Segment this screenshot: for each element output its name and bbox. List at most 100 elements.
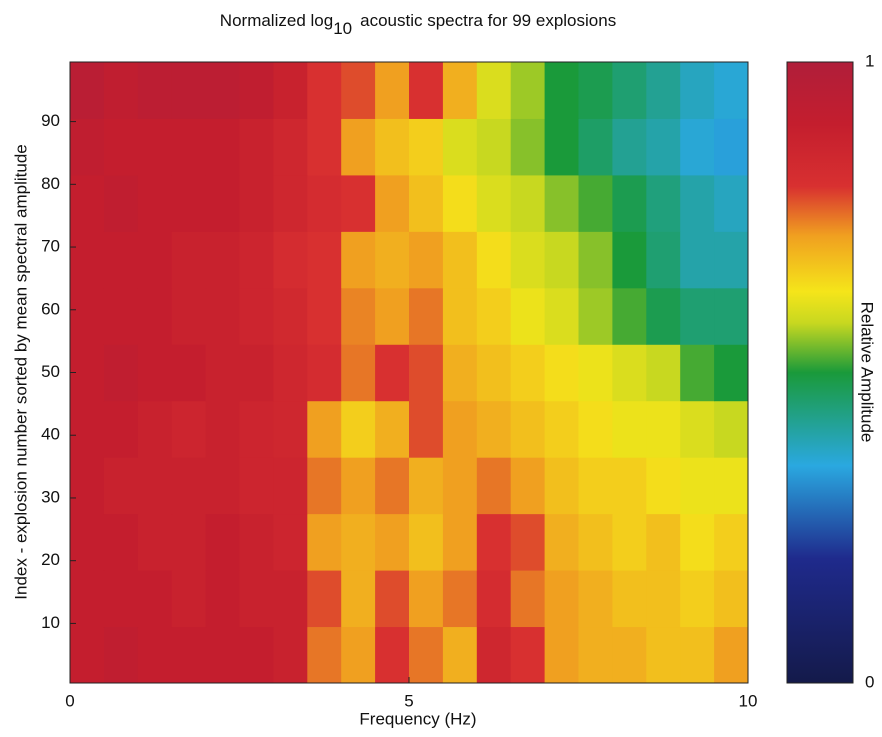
heatmap-cell <box>409 174 444 232</box>
heatmap-cell <box>239 344 274 402</box>
heatmap-cell <box>714 344 749 402</box>
heatmap-cell <box>646 626 681 684</box>
heatmap-cell <box>409 344 444 402</box>
heatmap-cell <box>578 174 613 232</box>
heatmap-cell <box>375 570 410 628</box>
heatmap-cell <box>409 626 444 684</box>
heatmap-cell <box>307 62 342 119</box>
x-tick-label: 0 <box>65 691 74 710</box>
heatmap-cell <box>307 118 342 176</box>
heatmap-cell <box>578 231 613 289</box>
heatmap-cell <box>375 400 410 458</box>
heatmap-cell <box>307 513 342 571</box>
heatmap-cell <box>103 457 139 515</box>
heatmap-cell <box>612 62 647 119</box>
heatmap-cell <box>205 457 240 515</box>
heatmap-cell <box>307 287 342 345</box>
heatmap-cell <box>646 570 681 628</box>
heatmap-cell <box>375 118 410 176</box>
heatmap-cell <box>205 287 240 345</box>
heatmap-cell <box>409 457 444 515</box>
heatmap-cell <box>612 231 647 289</box>
title-main: Normalized log <box>220 11 333 30</box>
heatmap-cell <box>307 400 342 458</box>
heatmap-cell <box>341 400 376 458</box>
heatmap-cell <box>714 287 749 345</box>
heatmap-cell <box>239 231 274 289</box>
colorbar-tick-label: 1 <box>865 51 874 70</box>
heatmap-cell <box>273 118 308 176</box>
heatmap-cell <box>646 231 681 289</box>
heatmap-cell <box>680 344 715 402</box>
y-tick-label: 40 <box>41 425 60 444</box>
x-tick-label: 5 <box>404 691 413 710</box>
heatmap-cell <box>714 400 749 458</box>
heatmap-cell <box>476 400 512 458</box>
heatmap-cell <box>103 400 139 458</box>
x-axis-label: Frequency (Hz) <box>359 709 476 728</box>
heatmap-cell <box>103 62 139 119</box>
heatmap-cell <box>409 287 444 345</box>
heatmap-cell <box>103 174 139 232</box>
heatmap-cell <box>239 513 274 571</box>
heatmap-cell <box>171 344 207 402</box>
heatmap-cell <box>70 570 105 628</box>
heatmap-cell <box>137 626 173 684</box>
heatmap-cell <box>171 62 207 119</box>
heatmap-cell <box>171 118 207 176</box>
heatmap-cell <box>646 118 681 176</box>
heatmap-cell <box>205 231 240 289</box>
heatmap-cell <box>578 513 613 571</box>
heatmap-cell <box>273 174 308 232</box>
heatmap-cell <box>612 570 647 628</box>
heatmap-cell <box>544 118 579 176</box>
heatmap-cell <box>205 62 240 119</box>
y-tick-label: 80 <box>41 174 60 193</box>
heatmap-cell <box>103 287 139 345</box>
heatmap-cell <box>70 457 105 515</box>
heatmap-cell <box>612 400 647 458</box>
heatmap-cell <box>273 400 308 458</box>
heatmap-cell <box>273 513 308 571</box>
heatmap-cell <box>137 570 173 628</box>
heatmap-cell <box>714 118 749 176</box>
heatmap-cell <box>612 118 647 176</box>
heatmap-cell <box>137 231 173 289</box>
heatmap-cell <box>476 231 512 289</box>
heatmap-cell <box>544 457 579 515</box>
heatmap-cell <box>409 513 444 571</box>
heatmap-cell <box>544 344 579 402</box>
heatmap-cell <box>341 457 376 515</box>
heatmap-cell <box>578 626 613 684</box>
heatmap-cell <box>442 118 478 176</box>
heatmap-cell <box>510 62 546 119</box>
heatmap-cell <box>714 231 749 289</box>
heatmap-cell <box>70 400 105 458</box>
heatmap-cell <box>205 344 240 402</box>
y-axis-label: Index - explosion number sorted by mean … <box>11 144 30 599</box>
heatmap-cell <box>510 118 546 176</box>
heatmap-cell <box>70 118 105 176</box>
heatmap-cell <box>680 513 715 571</box>
heatmap-cell <box>205 513 240 571</box>
heatmap-cell <box>680 457 715 515</box>
heatmap-cell <box>205 570 240 628</box>
heatmap-cell <box>510 231 546 289</box>
heatmap-cell <box>103 231 139 289</box>
heatmap-cell <box>103 344 139 402</box>
heatmap-cell <box>307 457 342 515</box>
heatmap-cell <box>103 118 139 176</box>
heatmap-cell <box>578 62 613 119</box>
y-tick-label: 90 <box>41 111 60 130</box>
heatmap-cell <box>612 457 647 515</box>
heatmap-cell <box>239 118 274 176</box>
heatmap-cell <box>476 118 512 176</box>
heatmap-cell <box>612 626 647 684</box>
heatmap-cell <box>205 626 240 684</box>
heatmap-cell <box>273 626 308 684</box>
heatmap-cell <box>442 513 478 571</box>
heatmap-cell <box>714 570 749 628</box>
heatmap-cell <box>510 513 546 571</box>
heatmap-cell <box>612 513 647 571</box>
heatmap-cell <box>273 62 308 119</box>
